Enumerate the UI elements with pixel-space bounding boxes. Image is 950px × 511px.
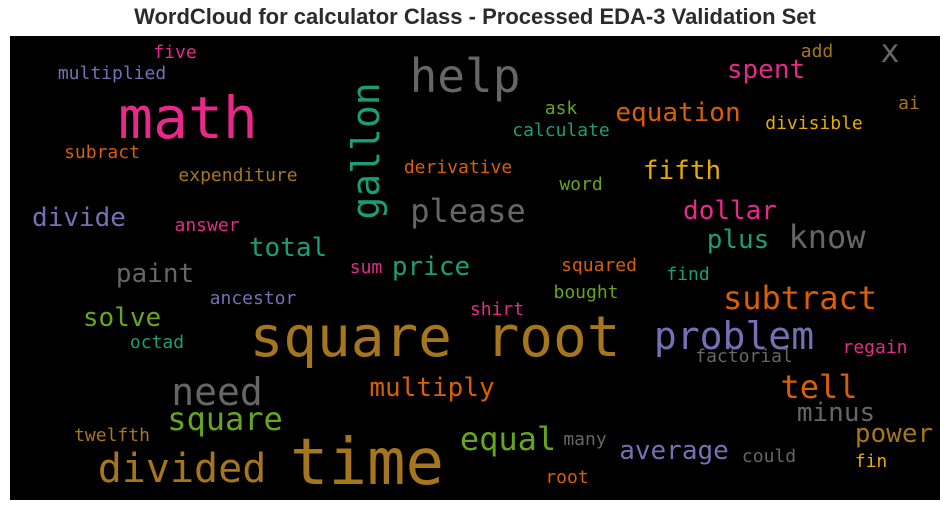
word-average: average [619,436,729,466]
word-time: time [289,426,445,500]
word-paint: paint [115,259,195,289]
word-ai: ai [898,93,920,114]
word-answer: answer [174,215,240,236]
word-subract: subract [64,142,140,163]
word-price: price [391,252,471,282]
word-equation: equation [615,98,741,128]
word-divide: divide [32,203,126,233]
word-multiply: multiply [369,373,495,403]
word-square-root: square root [249,305,621,370]
word-octad: octad [129,332,185,353]
word-equal: equal [459,420,557,458]
word-math: math [118,84,258,152]
word-tell: tell [780,368,858,406]
figure-title: WordCloud for calculator Class - Process… [134,4,816,29]
word-derivative: derivative [403,157,513,178]
word-square: square [167,400,283,438]
word-ancestor: ancestor [209,288,297,309]
word-root: root [545,467,589,488]
word-shirt: shirt [469,299,525,320]
word-ask: ask [544,98,578,119]
word-sum: sum [349,257,383,278]
word-x: x [880,36,900,70]
word-squared: squared [561,255,637,276]
word-word: word [559,174,603,195]
word-twelfth: twelfth [74,425,150,446]
word-find: find [666,264,710,285]
word-multiplied: multiplied [57,63,167,84]
word-subtract: subtract [722,279,878,317]
word-help: help [409,49,521,103]
word-many: many [563,429,607,450]
word-please: please [410,192,526,230]
word-fifth: fifth [642,156,722,186]
word-calculate: calculate [512,120,610,141]
word-solve: solve [82,303,162,333]
word-power: power [854,419,934,449]
word-need: need [171,370,263,414]
word-spent: spent [726,55,806,85]
word-minus: minus [796,398,876,428]
word-plus: plus [706,225,770,255]
word-problem: problem [653,314,815,358]
word-fin: fin [854,451,888,472]
word-could: could [741,446,797,467]
word-regain: regain [842,337,908,358]
word-add: add [800,41,834,62]
word-bought: bought [553,282,619,303]
word-divided: divided [97,446,267,492]
word-expenditure: expenditure [178,165,298,186]
word-dollar: dollar [683,196,777,226]
word-cloud-canvas: five multiplied math subract expenditure divi… [10,36,940,500]
word-total: total [248,233,328,263]
word-factorial: factorial [695,346,793,367]
word-five: five [153,42,197,63]
word-gallon: gallon [344,82,388,220]
word-divisible: divisible [765,113,863,134]
word-know: know [788,218,866,256]
